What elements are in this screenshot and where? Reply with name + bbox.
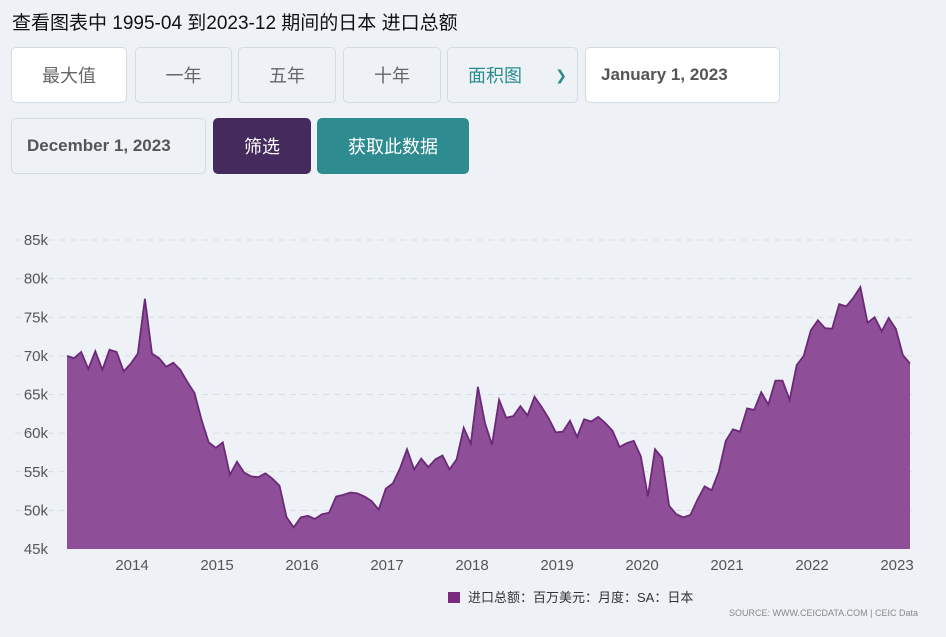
- x-tick-label: 2017: [370, 557, 403, 574]
- legend[interactable]: 进口总额：百万美元：月度：SA：日本: [448, 590, 693, 605]
- legend-swatch: [448, 592, 460, 603]
- x-tick-label: 2014: [115, 557, 148, 574]
- y-tick-label: 70k: [24, 348, 49, 365]
- chart-type-select[interactable]: 面积图 ❯: [447, 47, 578, 103]
- x-tick-label: 2016: [285, 557, 318, 574]
- filter-button[interactable]: 筛选: [213, 118, 311, 174]
- max-button[interactable]: 最大值: [11, 47, 127, 103]
- legend-label: 进口总额：百万美元：月度：SA：日本: [468, 590, 693, 605]
- source-credit: SOURCE: WWW.CEICDATA.COM | CEIC Data: [729, 608, 918, 618]
- series-area: [67, 287, 910, 549]
- page-title: 查看图表中 1995-04 到2023-12 期间的日本 进口总额: [12, 13, 458, 34]
- x-tick-label: 2023: [880, 557, 913, 574]
- area-chart: 45k 50k 55k 60k 65k 70k 75k 80k 85k 2014 2015 2016…: [15, 232, 918, 618]
- x-tick-label: 2018: [455, 557, 488, 574]
- y-axis: 45k 50k 55k 60k 65k 70k 75k 80k 85k: [24, 232, 49, 558]
- x-tick-label: 2020: [625, 557, 658, 574]
- start-date-input[interactable]: January 1, 2023: [585, 47, 780, 103]
- end-date-input[interactable]: December 1, 2023: [11, 118, 206, 174]
- x-axis: 2014 2015 2016 2017 2018 2019 2020 2021 2022 2023: [115, 557, 913, 574]
- x-tick-label: 2015: [200, 557, 233, 574]
- five-year-button[interactable]: 五年: [238, 47, 336, 103]
- y-tick-label: 55k: [24, 464, 49, 481]
- y-tick-label: 80k: [24, 271, 49, 288]
- chevron-down-icon: ❯: [555, 66, 567, 83]
- x-tick-label: 2022: [795, 557, 828, 574]
- y-tick-label: 65k: [24, 387, 49, 404]
- y-tick-label: 45k: [24, 541, 49, 558]
- y-tick-label: 85k: [24, 232, 49, 249]
- y-tick-label: 50k: [24, 502, 49, 519]
- one-year-button[interactable]: 一年: [135, 47, 232, 103]
- ten-year-button[interactable]: 十年: [343, 47, 441, 103]
- y-tick-label: 60k: [24, 425, 49, 442]
- y-tick-label: 75k: [24, 309, 49, 326]
- chart-type-label: 面积图: [468, 66, 522, 86]
- x-tick-label: 2019: [540, 557, 573, 574]
- get-data-button[interactable]: 获取此数据: [317, 118, 469, 174]
- series-line: [66, 284, 911, 529]
- x-tick-label: 2021: [710, 557, 743, 574]
